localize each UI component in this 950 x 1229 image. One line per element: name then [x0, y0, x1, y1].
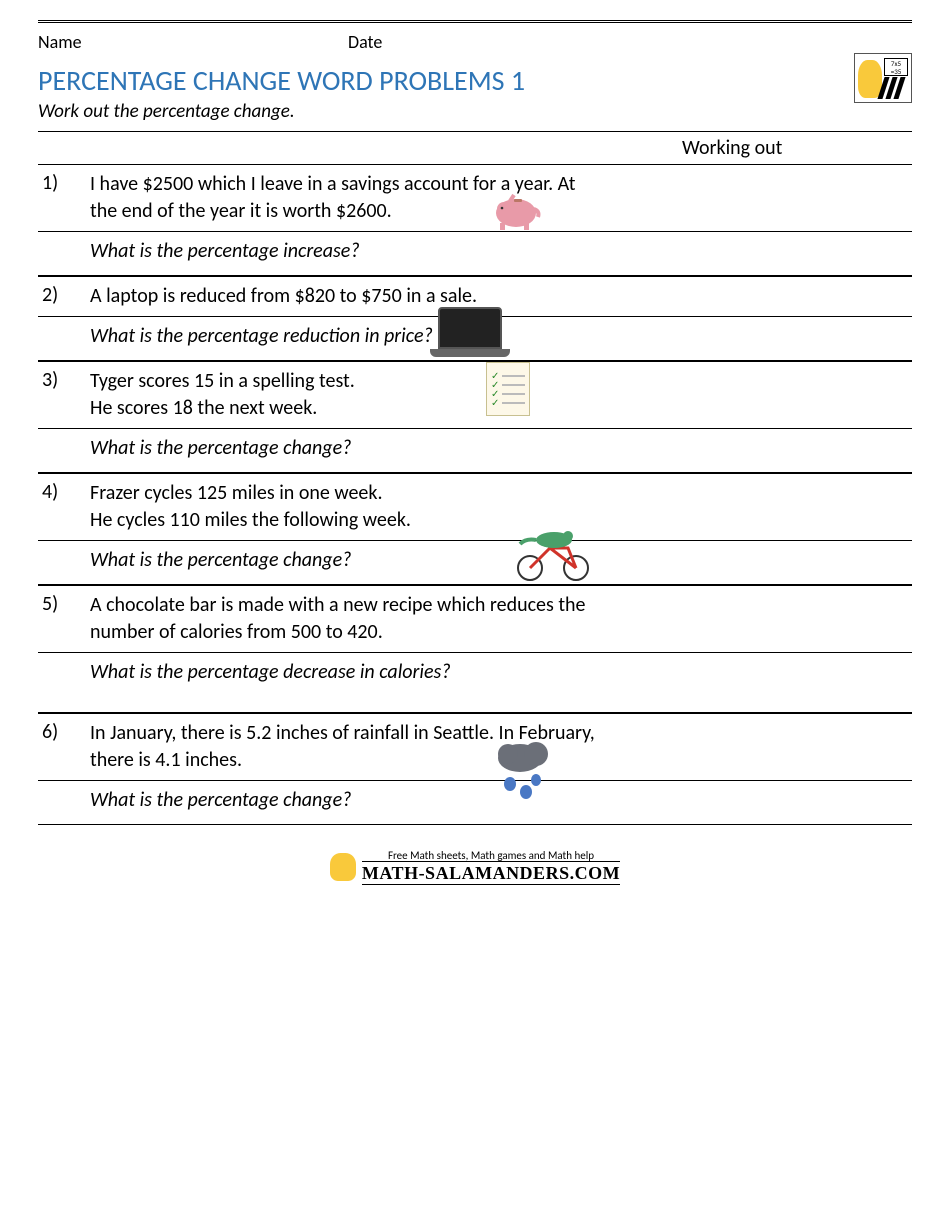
worksheet-page: Name Date PERCENTAGE CHANGE WORD PROBLEM… [0, 0, 950, 895]
problem-row: 1)I have $2500 which I leave in a saving… [38, 164, 912, 276]
working-out-cell[interactable] [600, 277, 912, 316]
working-out-cell[interactable] [600, 653, 912, 712]
problem-number: 3) [38, 362, 90, 428]
problem-text: A chocolate bar is made with a new recip… [90, 586, 600, 652]
footer-brand: MATH-SALAMANDERS.COM [362, 861, 620, 885]
page-title: PERCENTAGE CHANGE WORD PROBLEMS 1 [38, 63, 854, 98]
problem-question: What is the percentage reduction in pric… [90, 317, 600, 360]
problem-question: What is the percentage change? [90, 541, 600, 584]
working-out-header: Working out [38, 132, 912, 164]
problem-question: What is the percentage increase? [90, 232, 600, 275]
problem-question: What is the percentage decrease in calor… [90, 653, 600, 712]
salamander-icon [330, 853, 356, 881]
problem-text: In January, there is 5.2 inches of rainf… [90, 714, 600, 780]
problem-number: 5) [38, 586, 90, 652]
working-out-cell[interactable] [600, 317, 912, 360]
problem-number: 1) [38, 165, 90, 231]
working-out-cell[interactable] [600, 165, 912, 231]
working-out-cell[interactable] [600, 474, 912, 540]
working-out-cell[interactable] [600, 586, 912, 652]
working-out-cell[interactable] [600, 429, 912, 472]
problem-question: What is the percentage change? [90, 429, 600, 472]
worksheet-body: Working out 1)I have $2500 which I leave… [38, 131, 912, 825]
header-row: PERCENTAGE CHANGE WORD PROBLEMS 1 Work o… [38, 53, 912, 131]
working-out-cell[interactable] [600, 541, 912, 584]
site-logo: 7x5=35 [854, 53, 912, 103]
stripes-icon [879, 77, 907, 99]
working-out-cell[interactable] [600, 362, 912, 428]
math-card-icon: 7x5=35 [884, 58, 908, 76]
working-out-cell[interactable] [600, 781, 912, 824]
working-out-cell[interactable] [600, 232, 912, 275]
date-label: Date [348, 31, 382, 53]
problem-row: 3)Tyger scores 15 in a spelling test.He … [38, 361, 912, 473]
checklist-icon [486, 362, 530, 416]
problem-question: What is the percentage change? [90, 781, 600, 824]
name-label: Name [38, 31, 348, 53]
problem-number: 2) [38, 277, 90, 316]
problem-text: I have $2500 which I leave in a savings … [90, 165, 600, 231]
problem-row: 6)In January, there is 5.2 inches of rai… [38, 713, 912, 825]
problem-row: 4)Frazer cycles 125 miles in one week.He… [38, 473, 912, 585]
problem-text: Tyger scores 15 in a spelling test.He sc… [90, 362, 600, 428]
problem-text: A laptop is reduced from $820 to $750 in… [90, 277, 600, 316]
page-subtitle: Work out the percentage change. [38, 100, 854, 123]
working-out-label: Working out [662, 136, 912, 160]
working-out-cell[interactable] [600, 714, 912, 780]
problem-text: Frazer cycles 125 miles in one week.He c… [90, 474, 600, 540]
problem-row: 2)A laptop is reduced from $820 to $750 … [38, 276, 912, 361]
problem-row: 5)A chocolate bar is made with a new rec… [38, 585, 912, 713]
problem-number: 6) [38, 714, 90, 780]
name-date-row: Name Date [38, 20, 912, 53]
page-footer: Free Math sheets, Math games and Math he… [38, 849, 912, 885]
problem-number: 4) [38, 474, 90, 540]
